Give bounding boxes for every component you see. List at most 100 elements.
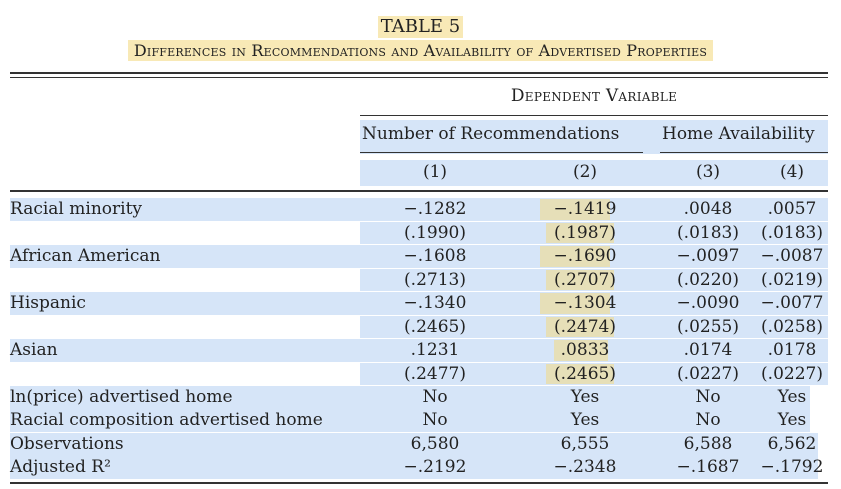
table-cell: .0178 xyxy=(767,340,817,360)
table-cell: (.2707) xyxy=(554,270,616,290)
table-cell: 6,580 xyxy=(410,434,460,454)
table-cell: No xyxy=(695,387,721,407)
hl-col2-asian xyxy=(554,340,608,361)
table-cell: (.0183) xyxy=(761,223,823,243)
header-band-groups xyxy=(360,120,828,154)
table-cell: Yes xyxy=(777,410,807,430)
band-african-american xyxy=(10,245,828,268)
top-rule-thick xyxy=(10,72,828,74)
row-label: Racial minority xyxy=(10,199,142,219)
band-stats xyxy=(10,433,818,479)
table-cell: Yes xyxy=(570,410,600,430)
table-cell: No xyxy=(422,410,448,430)
table-row-african-american-se: (.2713) (.2707) (.0220) (.0219) xyxy=(10,269,828,292)
table-cell: −.0090 xyxy=(676,293,740,313)
table-row-african-american: African American −.1608 −.1690 −.0097 −.… xyxy=(10,245,828,268)
table-cell: (.2474) xyxy=(554,317,616,337)
table-cell: Yes xyxy=(570,387,600,407)
table-row-asian-se: (.2477) (.2465) (.0227) (.0227) xyxy=(10,363,828,386)
table-cell: 6,555 xyxy=(560,434,610,454)
table-cell: (.2465) xyxy=(554,364,616,384)
table-cell: −.1304 xyxy=(553,293,617,313)
band-hispanic xyxy=(10,292,828,315)
column-number-row: (1) (2) (3) (4) xyxy=(10,161,828,184)
table-row-observations: Observations 6,580 6,555 6,588 6,562 xyxy=(10,433,828,456)
table-cell: (.0258) xyxy=(761,317,823,337)
group-rule-recommendations xyxy=(360,152,643,153)
bottom-rule xyxy=(10,482,828,484)
hl-col2-african-american-se xyxy=(546,270,614,290)
table-row-asian: Asian .1231 .0833 .0174 .0178 xyxy=(10,339,828,362)
top-rule-thin xyxy=(10,77,828,78)
table-cell: −.0077 xyxy=(760,293,824,313)
column-number-2: (2) xyxy=(572,162,598,182)
table-cell: .0048 xyxy=(683,199,733,219)
band-controls xyxy=(10,386,810,432)
table-cell: −.1282 xyxy=(403,199,467,219)
group-rule-availability xyxy=(660,152,828,153)
table-row-adjusted-r2: Adjusted R² −.2192 −.2348 −.1687 −.1792 xyxy=(10,456,828,479)
table-cell: −.0097 xyxy=(676,246,740,266)
row-label: Adjusted R² xyxy=(10,457,111,477)
table-row-racial-minority-se: (.1990) (.1987) (.0183) (.0183) xyxy=(10,222,828,245)
table-cell: −.1687 xyxy=(676,457,740,477)
table-row-hispanic: Hispanic −.1340 −.1304 −.0090 −.0077 xyxy=(10,292,828,315)
table-cell: −.1340 xyxy=(403,293,467,313)
hl-col2-african-american xyxy=(540,246,610,267)
table-cell: −.1690 xyxy=(553,246,617,266)
header-bottom-rule xyxy=(10,190,828,192)
table-cell: (.1990) xyxy=(404,223,466,243)
table-cell: −.1792 xyxy=(760,457,824,477)
row-label: African American xyxy=(10,246,161,266)
table-cell: (.0220) xyxy=(677,270,739,290)
table-cell: (.2477) xyxy=(404,364,466,384)
band-asian xyxy=(10,339,828,362)
table-cell: (.0227) xyxy=(761,364,823,384)
table-number: TABLE 5 xyxy=(377,16,464,38)
table-cell: (.0219) xyxy=(761,270,823,290)
group-header-recommendations: Number of Recommendations xyxy=(362,124,620,144)
table-cell: −.1419 xyxy=(553,199,617,219)
table-cell: −.0087 xyxy=(760,246,824,266)
column-number-1: (1) xyxy=(422,162,448,182)
group-header-availability: Home Availability xyxy=(662,124,815,144)
table-row-racial-minority: Racial minority −.1282 −.1419 .0048 .005… xyxy=(10,198,828,221)
table-cell: .1231 xyxy=(410,340,460,360)
table-row-hispanic-se: (.2465) (.2474) (.0255) (.0258) xyxy=(10,316,828,339)
table-title: Differences in Recommendations and Avail… xyxy=(127,40,714,61)
table-cell: (.0227) xyxy=(677,364,739,384)
dependent-variable-rule xyxy=(360,115,828,116)
row-label: Observations xyxy=(10,434,124,454)
row-label: Racial composition advertised home xyxy=(10,410,323,430)
table-cell: (.0255) xyxy=(677,317,739,337)
table-cell: No xyxy=(422,387,448,407)
hl-col2-hispanic xyxy=(540,293,610,314)
table-cell: (.1987) xyxy=(554,223,616,243)
table-cell: −.2348 xyxy=(553,457,617,477)
table-cell: −.1608 xyxy=(403,246,467,266)
table-cell: No xyxy=(695,410,721,430)
table-cell: (.2465) xyxy=(404,317,466,337)
table-cell: Yes xyxy=(777,387,807,407)
table-cell: .0174 xyxy=(683,340,733,360)
table-row-racial-composition: Racial composition advertised home No Ye… xyxy=(10,409,828,432)
hl-col2-racial-minority xyxy=(540,199,610,220)
table-title-block: TABLE 5 Differences in Recommendations a… xyxy=(0,16,841,61)
band-racial-minority xyxy=(10,198,828,221)
table-cell: −.2192 xyxy=(403,457,467,477)
column-number-3: (3) xyxy=(695,162,721,182)
table-row-ln-price: ln(price) advertised home No Yes No Yes xyxy=(10,386,828,409)
table-cell: .0833 xyxy=(560,340,610,360)
table-cell: 6,588 xyxy=(683,434,733,454)
header-band-colnums xyxy=(360,160,828,186)
hl-col2-asian-se xyxy=(546,364,614,384)
column-number-4: (4) xyxy=(779,162,805,182)
hl-col2-hispanic-se xyxy=(546,317,614,337)
row-label: Hispanic xyxy=(10,293,86,313)
table-cell: .0057 xyxy=(767,199,817,219)
hl-col2-racial-minority-se xyxy=(546,223,614,243)
row-label: ln(price) advertised home xyxy=(10,387,233,407)
table-cell: (.0183) xyxy=(677,223,739,243)
row-label: Asian xyxy=(10,340,58,360)
dependent-variable-header: Dependent Variable xyxy=(510,86,678,106)
